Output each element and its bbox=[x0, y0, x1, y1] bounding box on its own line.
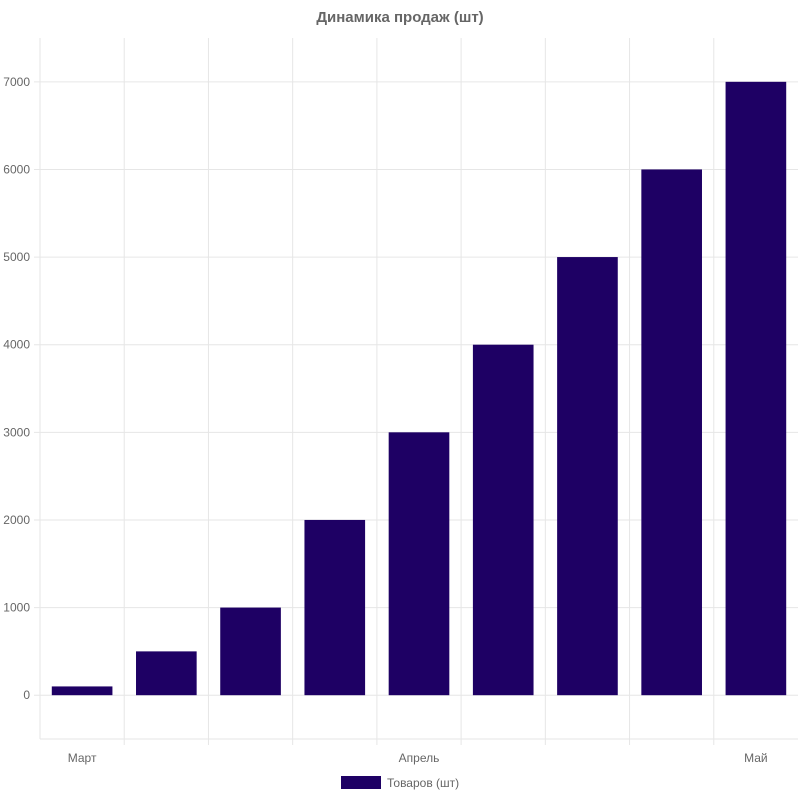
bar[interactable] bbox=[472, 344, 534, 696]
y-tick-label: 0 bbox=[23, 688, 30, 702]
chart-title: Динамика продаж (шт) bbox=[316, 9, 483, 26]
y-tick-label: 6000 bbox=[3, 162, 30, 176]
x-tick-label: Март bbox=[68, 751, 97, 765]
legend-swatch[interactable] bbox=[341, 776, 381, 789]
y-tick-label: 3000 bbox=[3, 425, 30, 439]
y-tick-label: 4000 bbox=[3, 338, 30, 352]
y-tick-label: 7000 bbox=[3, 75, 30, 89]
x-tick-label: Апрель bbox=[399, 751, 440, 765]
bar[interactable] bbox=[725, 81, 787, 696]
y-axis-ticks: 0 1000 2000 3000 4000 5000 6000 7000 bbox=[3, 75, 30, 702]
bar[interactable] bbox=[136, 651, 197, 696]
y-tick-label: 2000 bbox=[3, 513, 30, 527]
bar[interactable] bbox=[388, 432, 450, 696]
x-tick-label: Май bbox=[744, 751, 768, 765]
bar[interactable] bbox=[557, 257, 618, 696]
legend[interactable]: Товаров (шт) bbox=[341, 776, 459, 790]
x-axis-ticks: Март Апрель Май bbox=[68, 751, 768, 765]
bars bbox=[51, 81, 787, 696]
bar[interactable] bbox=[51, 686, 113, 696]
grid-lines bbox=[34, 38, 798, 745]
bar[interactable] bbox=[220, 607, 281, 696]
y-tick-label: 5000 bbox=[3, 250, 30, 264]
bar[interactable] bbox=[641, 169, 702, 696]
y-tick-label: 1000 bbox=[3, 601, 30, 615]
bar[interactable] bbox=[304, 519, 366, 696]
legend-label[interactable]: Товаров (шт) bbox=[387, 776, 459, 790]
